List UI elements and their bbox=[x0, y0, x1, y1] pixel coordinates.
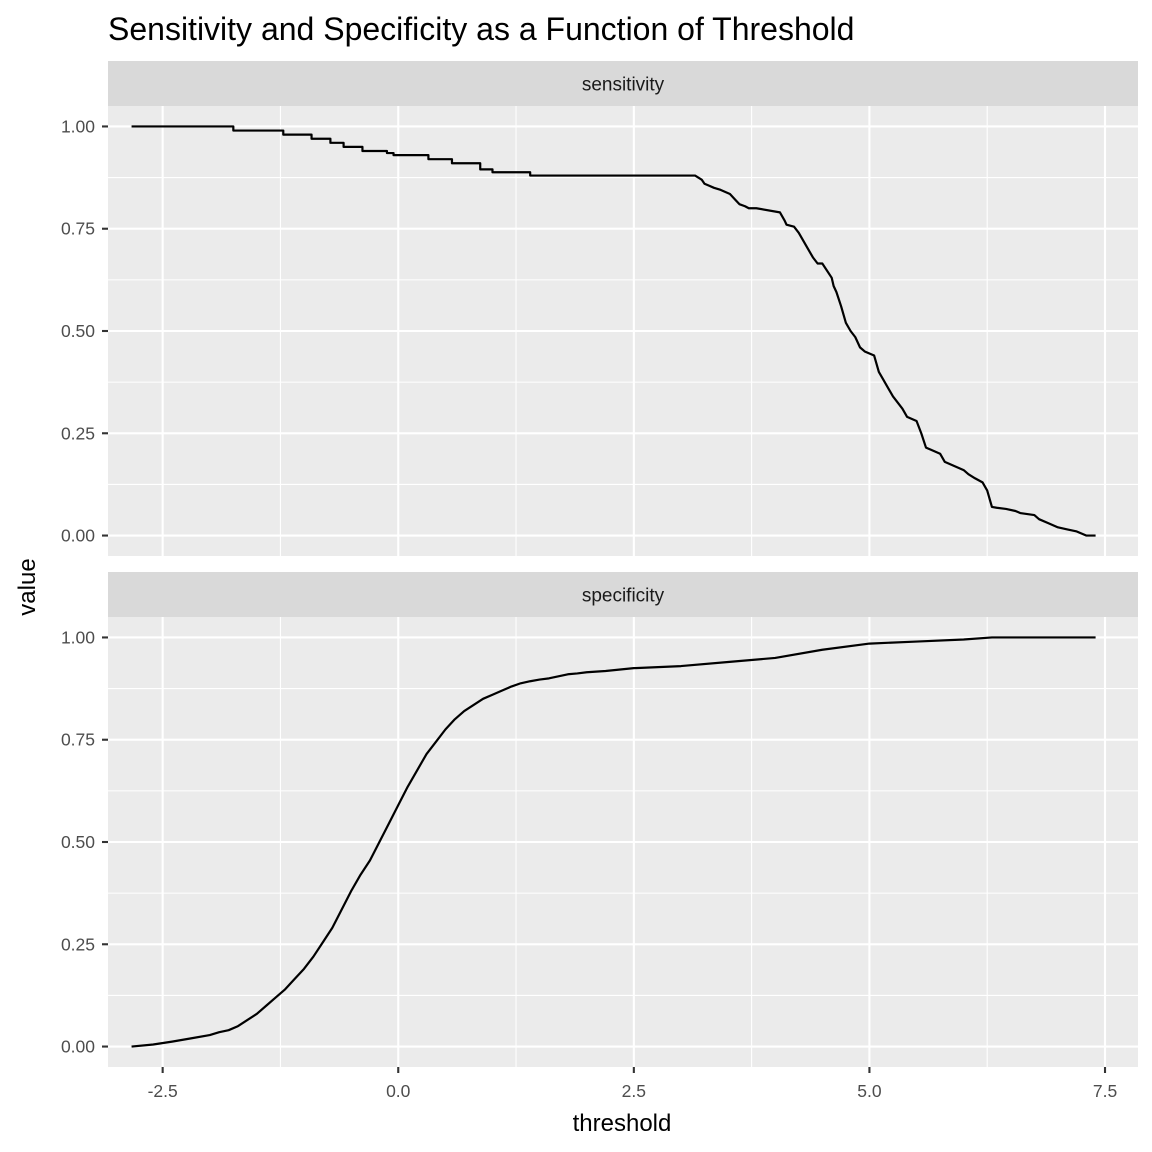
panel-specificity: specificity 0.00 0.25 0.50 0.75 1.00 bbox=[61, 572, 1138, 1067]
y-tick-label: 0.00 bbox=[61, 526, 95, 546]
series-line-sensitivity bbox=[131, 125, 1096, 537]
x-tick-label: 2.5 bbox=[622, 1081, 646, 1101]
facet-panels: sensitivity0.000.250.500.751.00specifici… bbox=[61, 61, 1138, 1067]
y-tick-label: 0.75 bbox=[61, 730, 95, 750]
y-tick-label: 0.25 bbox=[61, 423, 95, 443]
y-tick-label: 0.50 bbox=[61, 832, 95, 852]
strip-background bbox=[108, 61, 1138, 106]
x-tick-label: 0.0 bbox=[386, 1081, 411, 1101]
y-tick-label: 0.25 bbox=[61, 934, 95, 954]
y-tick-label: 1.00 bbox=[61, 116, 95, 136]
x-tick-label: 5.0 bbox=[857, 1081, 882, 1101]
strip-background bbox=[108, 572, 1138, 617]
x-tick-label: -2.5 bbox=[148, 1081, 178, 1101]
x-axis-title: threshold bbox=[573, 1110, 672, 1137]
strip-label: specificity bbox=[582, 586, 665, 607]
series-line-specificity bbox=[131, 636, 1096, 1048]
chart-title: Sensitivity and Specificity as a Functio… bbox=[108, 11, 854, 47]
y-axis-title: value bbox=[14, 558, 41, 615]
y-tick-label: 0.00 bbox=[61, 1037, 95, 1057]
x-tick-label: 7.5 bbox=[1093, 1081, 1117, 1101]
y-tick-label: 0.50 bbox=[61, 321, 95, 341]
y-tick-label: 1.00 bbox=[61, 627, 95, 647]
panel-sensitivity: sensitivity 0.00 0.25 0.50 0.75 1.00 bbox=[61, 61, 1138, 556]
x-axis: -2.5 0.0 2.5 5.0 7.5 bbox=[148, 1067, 1117, 1101]
y-tick-label: 0.75 bbox=[61, 219, 95, 239]
strip-label: sensitivity bbox=[582, 75, 665, 96]
